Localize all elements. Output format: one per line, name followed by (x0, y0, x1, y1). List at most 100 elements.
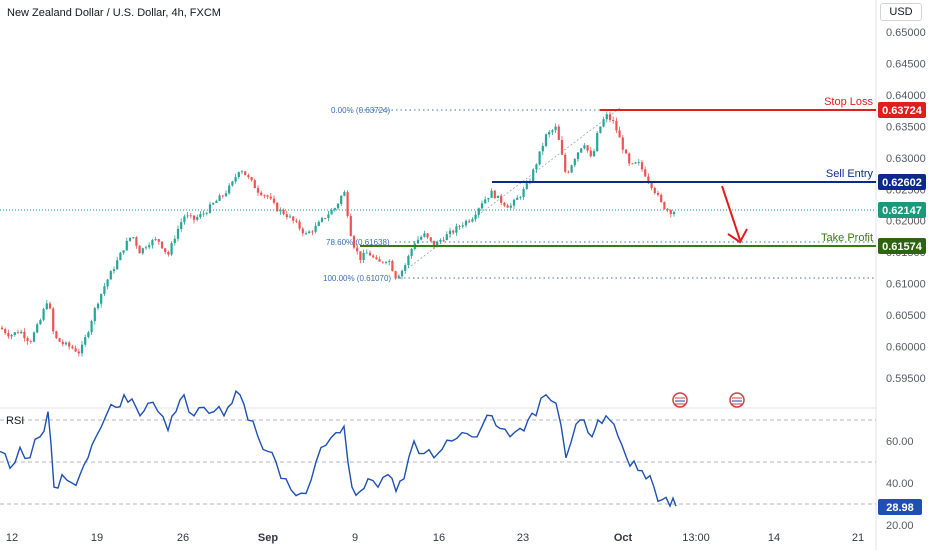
candle-body (605, 114, 608, 120)
candle-body (125, 240, 128, 251)
fib-trend-line (394, 107, 621, 279)
candle-body (55, 331, 58, 339)
candle-body (509, 205, 512, 208)
rsi-reference-lines (0, 419, 876, 505)
candle-body (144, 247, 148, 249)
rsi-tick-label: 40.00 (886, 478, 914, 490)
price-tick-label: 0.59500 (886, 373, 926, 385)
candle-body (96, 303, 100, 309)
stop-loss-value: 0.63724 (882, 105, 923, 117)
candle-body (237, 172, 240, 178)
candle-body (618, 130, 621, 138)
candle-body (624, 149, 628, 154)
price-tick-label: 0.61000 (886, 279, 926, 291)
candle-body (586, 145, 589, 151)
candle-body (656, 192, 660, 195)
price-tick-label: 0.63500 (886, 121, 926, 133)
candle-body (180, 222, 183, 229)
candle-body (631, 163, 634, 165)
candle-body (410, 248, 413, 256)
candle-body (208, 204, 212, 213)
candle-body (189, 215, 192, 217)
candle-body (343, 192, 346, 196)
candle-body (151, 240, 154, 246)
candle-body (141, 248, 144, 254)
time-tick-label: 13:00 (682, 532, 710, 544)
candle-body (487, 197, 490, 200)
candle-body (330, 210, 333, 215)
candle-body (148, 245, 151, 248)
candle-body (506, 205, 509, 208)
candle-body (64, 342, 68, 345)
currency-selector-button[interactable]: USD (880, 3, 922, 21)
candle-body (224, 193, 228, 196)
candle-body (157, 239, 160, 242)
fib-label-top: 0.00% (0.63724) (331, 106, 390, 115)
candle-body (650, 181, 653, 188)
candle-body (477, 208, 480, 215)
down-arrow-icon (721, 185, 748, 244)
time-tick-label: 16 (433, 532, 445, 544)
take-profit-value: 0.61574 (882, 241, 923, 253)
candle-body (269, 196, 272, 199)
candle-body (445, 234, 448, 241)
candle-body (429, 237, 432, 241)
time-axis[interactable]: 12 19 26 Sep 9 16 23 Oct 13:00 14 21 (6, 532, 864, 544)
candle-body (554, 126, 557, 131)
candle-body (221, 195, 224, 197)
sell-entry-badge: 0.62602 (878, 174, 926, 190)
candle-body (170, 243, 173, 255)
candle-body (621, 137, 624, 150)
candle-body (247, 175, 250, 178)
candle-body (448, 230, 452, 235)
candle-body (535, 164, 538, 170)
candle-body (442, 239, 445, 241)
candle-body (368, 252, 372, 256)
candle-body (285, 214, 288, 218)
candle-body (199, 214, 202, 218)
candle-body (260, 192, 263, 196)
candle-body (317, 221, 320, 226)
time-tick-label: 12 (6, 532, 18, 544)
candle-body (596, 133, 599, 152)
candle-body (80, 344, 84, 354)
candle-body (592, 151, 596, 157)
price-tick-label: 0.64000 (886, 90, 926, 102)
candle-body (160, 241, 164, 249)
us-flag-event-icon[interactable] (672, 392, 688, 408)
candle-body (461, 225, 464, 227)
candle-body (663, 201, 666, 210)
rsi-axis-ticks: 60.00 40.00 20.00 (886, 436, 914, 532)
candle-body (634, 162, 637, 164)
candle-body (288, 216, 292, 218)
candle-body (176, 228, 180, 239)
candle-body (122, 250, 125, 253)
candle-body (480, 203, 484, 209)
fib-label-bottom: 100.00% (0.61070) (323, 274, 391, 283)
candle-body (10, 335, 13, 337)
candle-body (436, 241, 439, 248)
us-flag-event-icon[interactable] (729, 392, 745, 408)
candle-body (196, 217, 199, 220)
candle-body (45, 303, 48, 310)
candle-body (52, 308, 55, 332)
candle-body (576, 152, 580, 160)
candle-body (615, 120, 618, 131)
candle-body (42, 309, 45, 320)
candle-body (493, 190, 496, 199)
candle-body (324, 218, 327, 219)
candle-body (87, 332, 90, 338)
time-tick-label: 26 (177, 532, 189, 544)
candle-body (538, 151, 541, 165)
candle-body (7, 333, 10, 337)
candle-body (0, 327, 4, 330)
candle-body (71, 346, 74, 349)
rsi-value: 28.98 (886, 502, 914, 514)
candle-body (589, 150, 592, 157)
candle-body (378, 259, 381, 262)
candle-body (388, 261, 391, 262)
candle-body (250, 177, 253, 181)
candle-body (519, 197, 522, 198)
candle-body (458, 226, 461, 227)
